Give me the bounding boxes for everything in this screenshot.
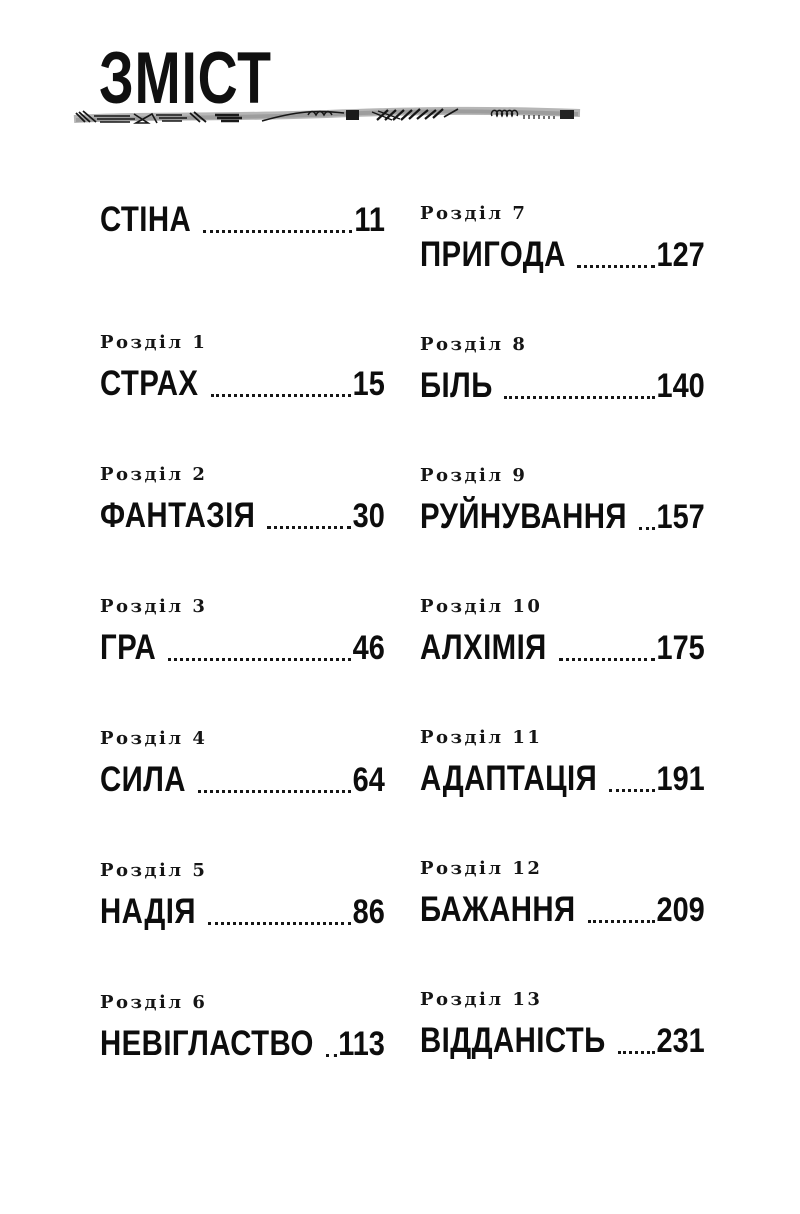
- toc-entry: Розділ 2 ФАНТАЗІЯ 30: [100, 466, 385, 598]
- toc-entry-row: АДАПТАЦІЯ 191: [420, 761, 705, 796]
- chapter-title: СИЛА: [100, 760, 186, 799]
- toc-entry: Розділ 9 РУЙНУВАННЯ 157: [420, 467, 705, 598]
- toc-entry: Розділ 10 АЛХІМІЯ 175: [420, 598, 705, 729]
- chapter-label: Розділ 3: [100, 596, 208, 617]
- page-number: 140: [656, 367, 705, 405]
- toc-entry: Розділ 7 ПРИГОДА 127: [420, 205, 705, 336]
- chapter-label: Розділ 9: [420, 465, 528, 486]
- toc-entry-row: СТРАХ 15: [100, 366, 385, 401]
- chapter-title: СТІНА: [100, 200, 192, 239]
- page-number: 157: [656, 498, 705, 536]
- toc-column-right: Розділ 7 ПРИГОДА 127 Розділ 8 БІЛЬ 140 Р…: [420, 205, 705, 1122]
- toc-entry-row: ГРА 46: [100, 630, 385, 665]
- toc-entry: Розділ 8 БІЛЬ 140: [420, 336, 705, 467]
- chapter-label: Розділ 8: [420, 334, 528, 355]
- toc-entry-row: СТІНА 11: [100, 202, 385, 237]
- dotted-leader: [267, 526, 352, 529]
- chapter-title: АДАПТАЦІЯ: [420, 759, 598, 798]
- toc-entry: Розділ 4 СИЛА 64: [100, 730, 385, 862]
- dotted-leader: [210, 394, 352, 397]
- toc-column-left: СТІНА 11 Розділ 1 СТРАХ 15 Розділ 2 ФАНТ…: [100, 195, 385, 1126]
- dotted-leader: [326, 1054, 337, 1057]
- toc-entry: Розділ 3 ГРА 46: [100, 598, 385, 730]
- page-number: 11: [354, 201, 385, 239]
- toc-entry: Розділ 11 АДАПТАЦІЯ 191: [420, 729, 705, 860]
- toc-entry-row: ПРИГОДА 127: [420, 237, 705, 272]
- chapter-title: НЕВІГЛАСТВО: [100, 1024, 314, 1063]
- dotted-leader: [202, 230, 353, 233]
- chapter-label: Розділ 10: [420, 596, 543, 617]
- pencil-scribble-underline-icon: [73, 106, 581, 124]
- page-number: 15: [352, 365, 385, 403]
- toc-entry: Розділ 13 ВІДДАНІСТЬ 231: [420, 991, 705, 1122]
- dotted-leader: [504, 396, 656, 399]
- dotted-leader: [617, 1051, 656, 1054]
- chapter-label: Розділ 4: [100, 728, 208, 749]
- toc-entry-row: АЛХІМІЯ 175: [420, 630, 705, 665]
- chapter-label: Розділ 2: [100, 464, 208, 485]
- page-number: 127: [656, 236, 705, 274]
- dotted-leader: [558, 658, 656, 661]
- toc-entry: Розділ 6 НЕВІГЛАСТВО 113: [100, 994, 385, 1126]
- chapter-label: Розділ 13: [420, 989, 543, 1010]
- page-number: 231: [656, 1022, 705, 1060]
- chapter-label: Розділ 1: [100, 332, 208, 353]
- toc-entry: СТІНА 11: [100, 202, 385, 334]
- page-number: 46: [352, 629, 385, 667]
- page-number: 64: [352, 761, 385, 799]
- chapter-title: РУЙНУВАННЯ: [420, 497, 627, 536]
- dotted-leader: [198, 790, 352, 793]
- toc-entry-row: СИЛА 64: [100, 762, 385, 797]
- chapter-label: Розділ 11: [420, 727, 543, 748]
- chapter-label: Розділ 7: [420, 203, 528, 224]
- chapter-title: СТРАХ: [100, 364, 199, 403]
- toc-entry-row: БАЖАННЯ 209: [420, 892, 705, 927]
- toc-entry: Розділ 12 БАЖАННЯ 209: [420, 860, 705, 991]
- dotted-leader: [577, 265, 656, 268]
- dotted-leader: [609, 789, 656, 792]
- toc-entry-row: БІЛЬ 140: [420, 368, 705, 403]
- page-number: 113: [338, 1025, 385, 1063]
- chapter-title: ВІДДАНІСТЬ: [420, 1021, 606, 1060]
- page-number: 175: [656, 629, 705, 667]
- chapter-label: Розділ 5: [100, 860, 208, 881]
- chapter-title: АЛХІМІЯ: [420, 628, 547, 667]
- toc-entry-row: РУЙНУВАННЯ 157: [420, 499, 705, 534]
- page-number: 209: [656, 891, 705, 929]
- toc-entry-row: ФАНТАЗІЯ 30: [100, 498, 385, 533]
- dotted-leader: [587, 920, 656, 923]
- page-number: 191: [656, 760, 705, 798]
- toc-entry: Розділ 1 СТРАХ 15: [100, 334, 385, 466]
- page-title-text: ЗМІСТ: [99, 38, 272, 119]
- toc-entry-row: НЕВІГЛАСТВО 113: [100, 1026, 385, 1061]
- chapter-title: ГРА: [100, 628, 157, 667]
- page-number: 30: [352, 497, 385, 535]
- page-number: 86: [352, 893, 385, 931]
- chapter-title: ПРИГОДА: [420, 235, 566, 274]
- chapter-title: БАЖАННЯ: [420, 890, 576, 929]
- chapter-title: БІЛЬ: [420, 366, 493, 405]
- chapter-label: Розділ 6: [100, 992, 208, 1013]
- chapter-label: Розділ 12: [420, 858, 543, 879]
- page-title: ЗМІСТ: [99, 42, 326, 115]
- dotted-leader: [208, 922, 352, 925]
- chapter-title: ФАНТАЗІЯ: [100, 496, 256, 535]
- toc-entry: Розділ 5 НАДІЯ 86: [100, 862, 385, 994]
- chapter-title: НАДІЯ: [100, 892, 196, 931]
- dotted-leader: [639, 527, 656, 530]
- toc-entry-row: ВІДДАНІСТЬ 231: [420, 1023, 705, 1058]
- toc-entry-row: НАДІЯ 86: [100, 894, 385, 929]
- dotted-leader: [168, 658, 352, 661]
